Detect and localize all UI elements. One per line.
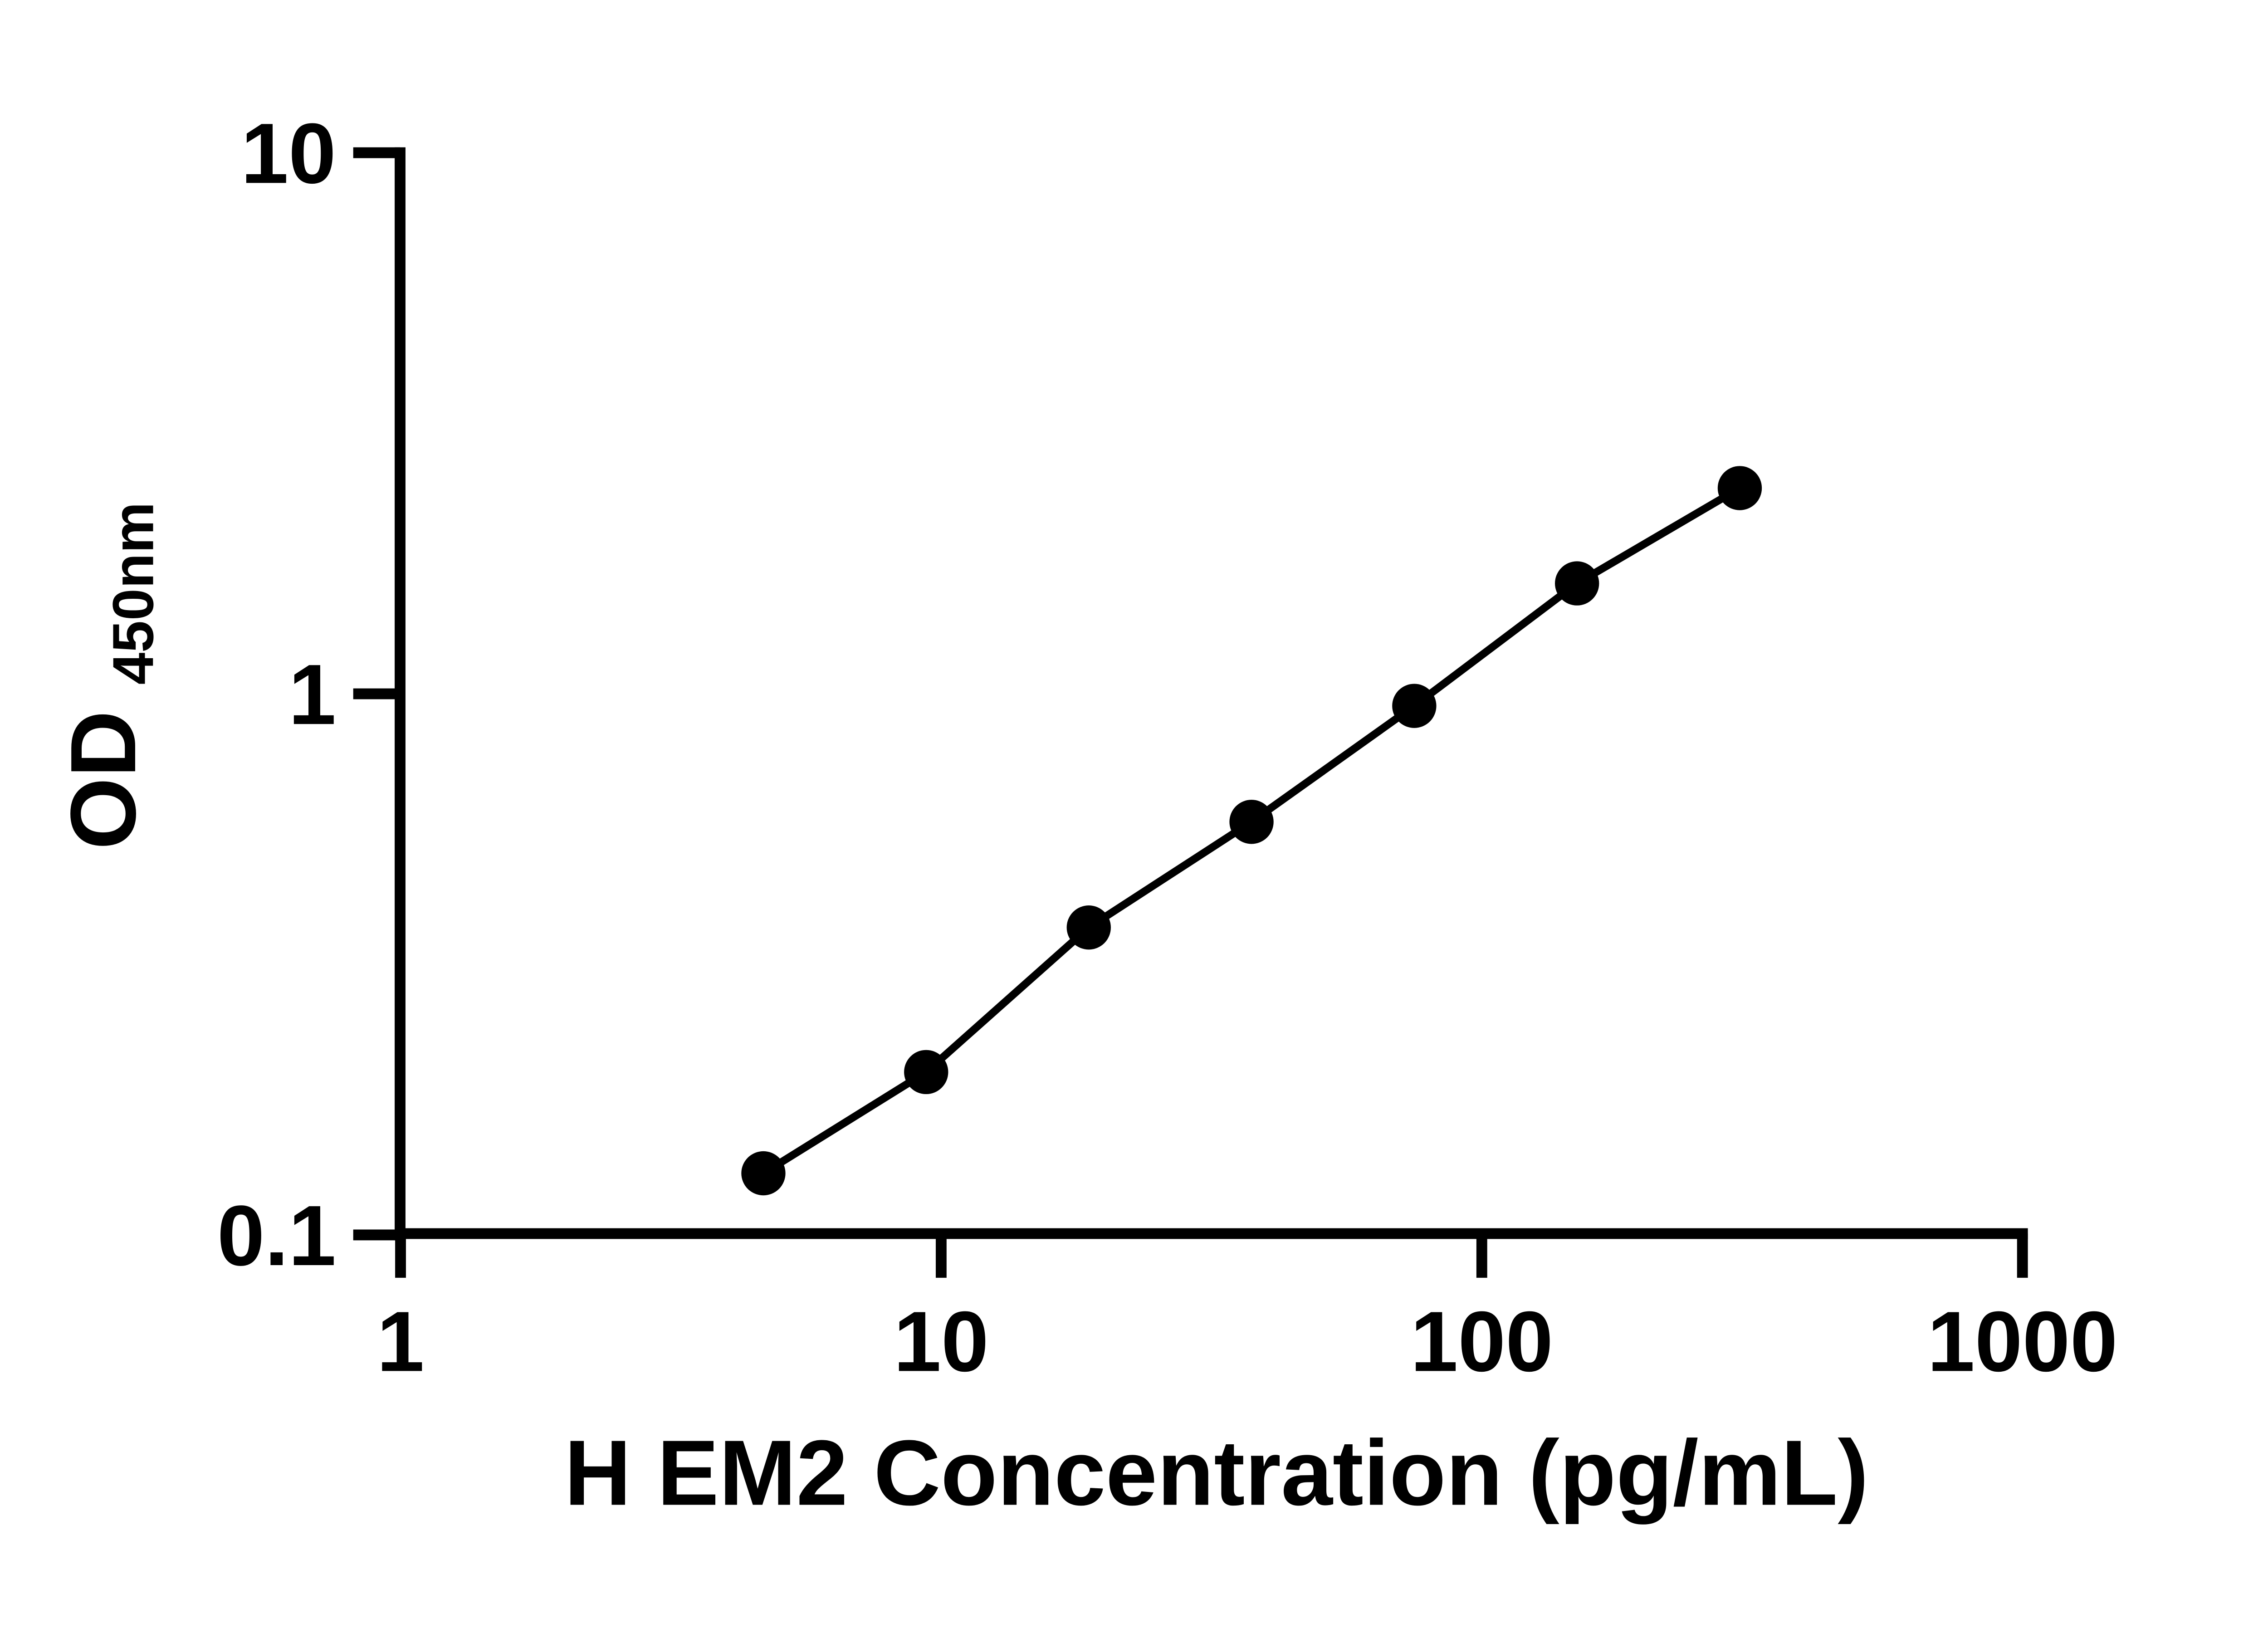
y-tick-label: 0.1 (217, 1188, 336, 1283)
y-axis-ticks: 10 1 0.1 (217, 105, 401, 1283)
y-axis-title-subscript: 450nm (101, 502, 166, 685)
data-series (741, 466, 1762, 1196)
y-tick-label: 1 (288, 646, 336, 742)
x-axis-title: H EM2 Concentration (pg/mL) (564, 1421, 1869, 1525)
data-point (741, 1151, 786, 1196)
data-point (1229, 800, 1274, 844)
x-tick-label: 100 (1410, 1293, 1553, 1389)
axes (395, 147, 2028, 1241)
x-axis-ticks: 1 10 100 1000 (377, 1233, 2118, 1389)
data-point (1392, 684, 1437, 728)
x-tick-label: 1000 (1927, 1293, 2118, 1389)
x-tick-label: 1 (377, 1293, 425, 1389)
y-axis-title: OD 450nm (52, 502, 166, 850)
x-tick-label: 10 (894, 1293, 989, 1389)
data-point (904, 1050, 948, 1095)
data-point (1554, 561, 1599, 606)
y-axis-title-main: OD (52, 710, 155, 850)
data-point (1066, 905, 1111, 950)
data-point (1717, 466, 1762, 510)
y-tick-label: 10 (241, 105, 336, 201)
